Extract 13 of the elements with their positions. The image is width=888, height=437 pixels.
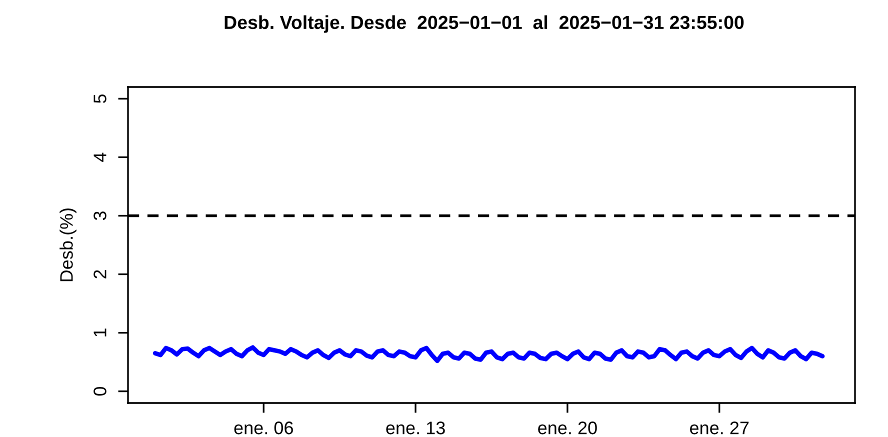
x-tick-label: ene. 13 xyxy=(386,422,445,434)
y-tick-label: 5 xyxy=(94,94,106,103)
y-axis-title: Desb.(%) xyxy=(60,208,76,282)
line-series xyxy=(152,345,825,364)
y-tick-label: 4 xyxy=(94,152,106,162)
y-tick-label: 1 xyxy=(94,328,106,336)
y-tick-label: 0 xyxy=(94,386,106,396)
x-tick-label: ene. 20 xyxy=(538,422,597,434)
x-tick-label: ene. 27 xyxy=(690,422,749,434)
x-tick-label: ene. 06 xyxy=(234,422,293,434)
y-tick-label: 3 xyxy=(94,212,106,220)
chart-title: Desb. Voltaje. Desde 2025−01−01 al 2025−01−31 23:55:00 xyxy=(224,15,744,33)
y-tick-label: 2 xyxy=(94,270,106,278)
